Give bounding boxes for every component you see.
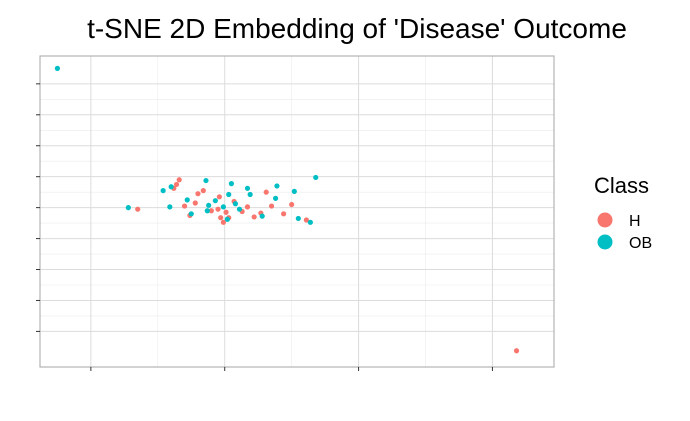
data-point [218, 215, 224, 221]
panel-border [39, 55, 555, 368]
data-point [220, 204, 226, 210]
legend-key [597, 212, 613, 228]
data-point [226, 191, 232, 198]
data-point [184, 197, 190, 203]
plot-panel [36, 55, 555, 371]
data-point [263, 189, 269, 195]
data-point [313, 174, 319, 181]
data-point [160, 188, 166, 194]
data-point [223, 209, 229, 215]
data-point [303, 217, 309, 223]
legend: Class H OB [594, 173, 652, 252]
data-point [289, 201, 295, 208]
data-point [224, 216, 230, 222]
data-point [272, 195, 279, 201]
legend-title: Class [594, 173, 649, 198]
data-point [173, 181, 180, 188]
data-point [220, 219, 226, 225]
legend-label: H [629, 213, 641, 230]
data-point [125, 205, 131, 211]
data-point [200, 188, 206, 194]
data-point [307, 219, 313, 225]
data-point [259, 213, 265, 219]
data-point [176, 177, 182, 183]
data-point [291, 188, 297, 194]
data-point [54, 65, 61, 71]
data-point [215, 206, 221, 212]
data-point [274, 183, 280, 189]
data-point [236, 206, 243, 212]
data-point [195, 191, 201, 197]
data-point [251, 214, 257, 220]
data-point [192, 200, 198, 206]
legend-label: OB [629, 235, 652, 252]
data-point [244, 185, 251, 191]
data-point [513, 348, 520, 354]
data-point [247, 191, 253, 198]
data-point [212, 198, 218, 204]
data-point [188, 211, 194, 217]
data-point [181, 203, 188, 209]
data-point [232, 201, 239, 207]
panel-background [40, 56, 554, 367]
data-point [295, 215, 301, 222]
data-point [135, 206, 141, 212]
data-point [268, 203, 275, 209]
data-point [168, 184, 174, 190]
data-point [216, 194, 222, 200]
data-point [203, 177, 209, 184]
chart-title: t-SNE 2D Embedding of 'Disease' Outcome [87, 13, 627, 44]
data-point [204, 208, 210, 214]
data-point [244, 204, 251, 210]
data-point [281, 211, 287, 217]
data-point [206, 202, 212, 208]
data-point [208, 208, 214, 214]
data-point [228, 181, 235, 187]
data-point [167, 204, 173, 210]
legend-key [597, 234, 613, 250]
